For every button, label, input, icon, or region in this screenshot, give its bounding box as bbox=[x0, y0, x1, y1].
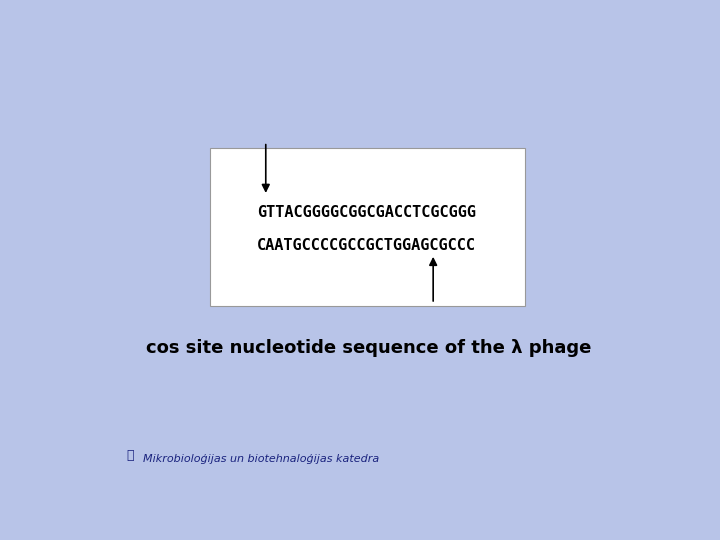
Text: Mikrobioloģijas un biotehnaloģijas katedra: Mikrobioloģijas un biotehnaloģijas kated… bbox=[143, 454, 379, 464]
FancyBboxPatch shape bbox=[210, 148, 526, 306]
Text: 🔬: 🔬 bbox=[126, 449, 134, 462]
Text: cos site nucleotide sequence of the λ phage: cos site nucleotide sequence of the λ ph… bbox=[146, 339, 592, 356]
Text: GTTACGGGGCGGCGACCTCGCGGG: GTTACGGGGCGGCGACCTCGCGGG bbox=[257, 205, 476, 220]
Text: CAATGCCCCGCCGCTGGAGCGCCC: CAATGCCCCGCCGCTGGAGCGCCC bbox=[257, 238, 476, 253]
